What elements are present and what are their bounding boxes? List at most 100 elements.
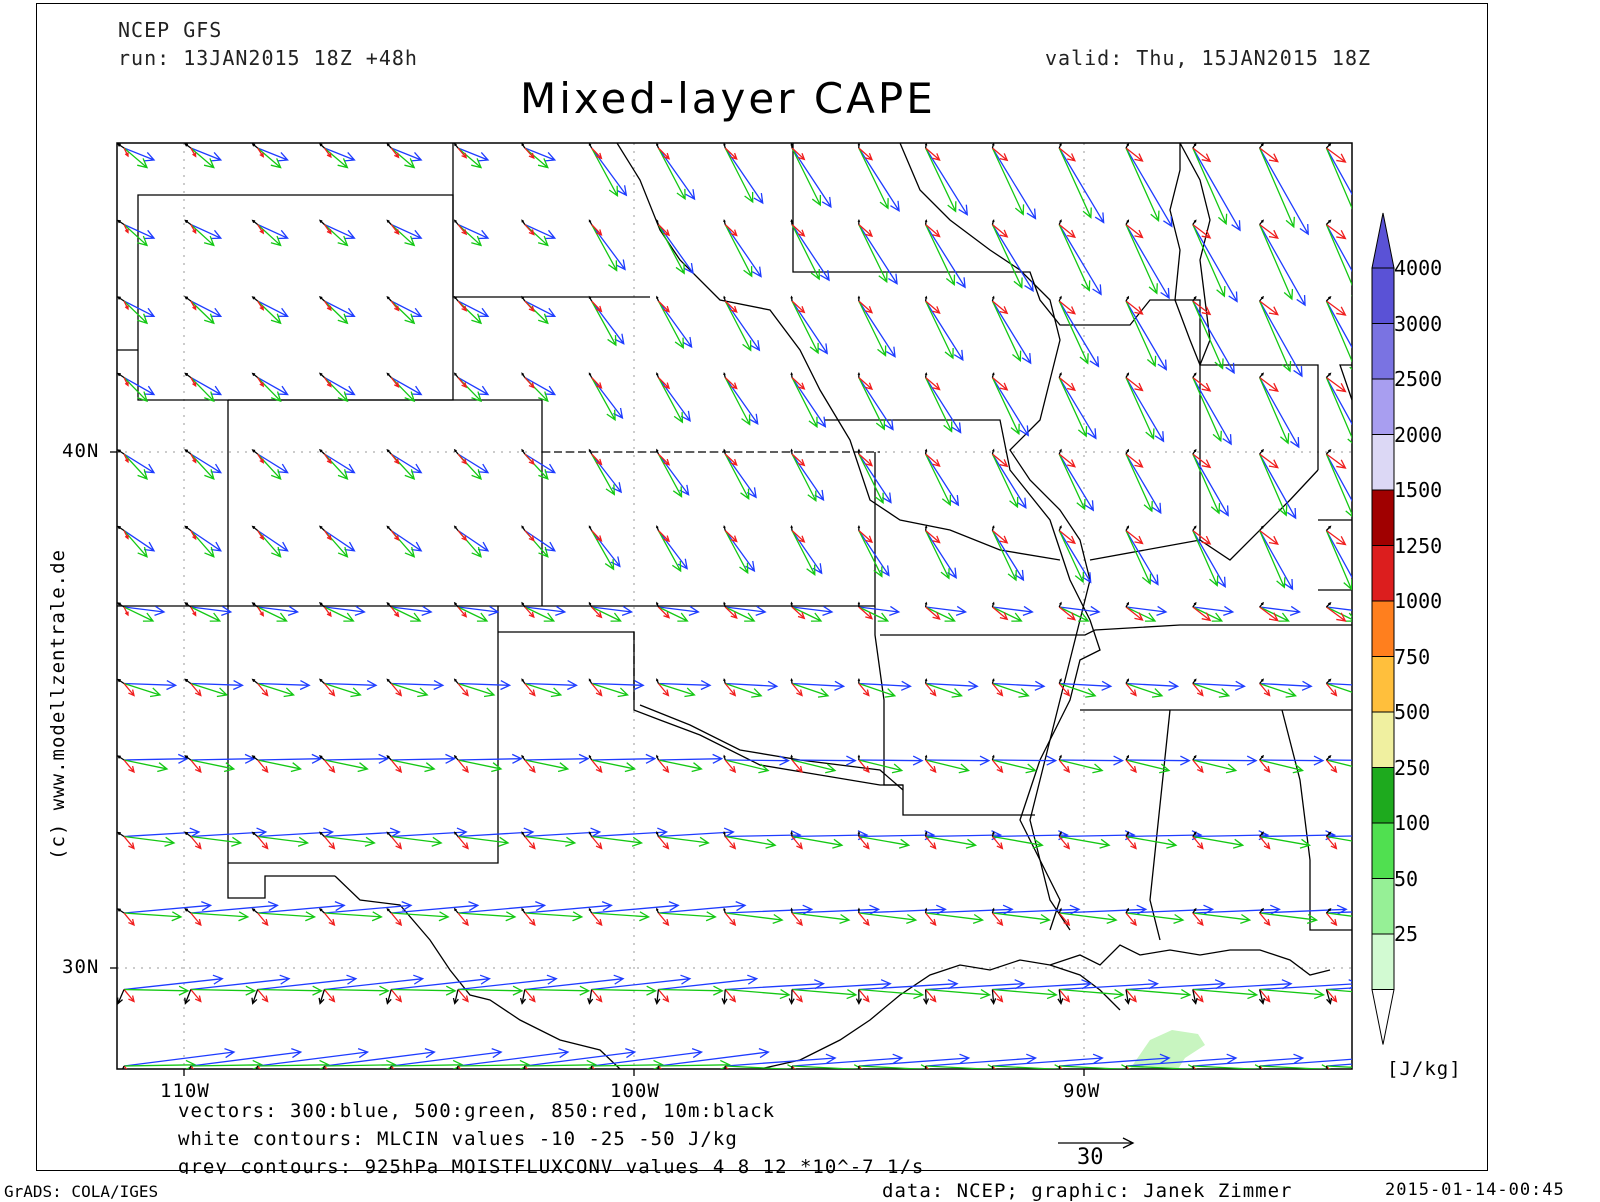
wind-vector-850hpa	[190, 759, 202, 774]
wind-vector-500hpa	[1259, 1064, 1331, 1069]
wind-vector-850hpa	[457, 300, 468, 312]
wind-vector-850hpa	[457, 759, 469, 774]
wind-vector-500hpa	[190, 682, 229, 698]
wind-vector-300hpa	[123, 605, 166, 616]
wind-vector-500hpa	[925, 912, 985, 925]
wind-vector-300hpa	[123, 147, 156, 162]
wind-vector-500hpa	[190, 224, 215, 247]
wind-vector-850hpa	[858, 1065, 863, 1069]
wind-vector-300hpa	[524, 679, 578, 691]
wind-vector-300hpa	[324, 376, 356, 396]
wind-vector-500hpa	[524, 759, 570, 773]
wind-vector-10m	[1058, 295, 1062, 302]
axis-ticks	[110, 451, 1085, 1076]
wind-vector-10m	[251, 525, 259, 532]
wind-vector-850hpa	[1326, 529, 1347, 546]
wind-vector-10m	[924, 907, 928, 914]
wind-vector-300hpa	[391, 901, 480, 914]
wind-vector-300hpa	[1326, 759, 1352, 761]
wind-vector-10m	[1192, 525, 1197, 531]
wind-vector-10m	[117, 831, 125, 838]
wind-vector-10m	[1259, 831, 1264, 837]
wind-vector-500hpa	[658, 985, 724, 996]
wind-vector-300hpa	[1125, 1053, 1238, 1067]
wind-vector-300hpa	[1259, 377, 1300, 449]
wind-vector-10m	[790, 831, 793, 837]
wind-vector-500hpa	[1259, 300, 1292, 373]
wind-vector-300hpa	[1125, 300, 1168, 371]
wind-vector-500hpa	[1259, 224, 1294, 301]
wind-vector-10m	[1125, 295, 1130, 302]
wind-vector-500hpa	[657, 300, 684, 350]
wind-vector-300hpa	[257, 453, 289, 474]
wind-vector-500hpa	[257, 682, 295, 698]
wind-vector-10m	[184, 908, 192, 914]
wind-vector-850hpa	[524, 453, 535, 466]
wind-vector-850hpa	[791, 683, 803, 697]
wind-vector-300hpa	[457, 605, 500, 616]
wind-vector-850hpa	[991, 606, 1009, 621]
wind-vector-10m	[1258, 989, 1265, 1005]
lat-label-30n: 30N	[62, 956, 100, 978]
wind-vector-300hpa	[1259, 530, 1294, 591]
wind-vector-300hpa	[391, 974, 491, 991]
wind-vector-300hpa	[992, 979, 1093, 991]
wind-vector-300hpa	[1325, 530, 1352, 587]
wind-vector-10m	[184, 143, 192, 149]
wind-vector-10m	[117, 219, 125, 226]
wind-vector-10m	[656, 907, 660, 914]
wind-vector-300hpa	[1125, 979, 1226, 991]
wind-vector-850hpa	[1326, 376, 1347, 393]
wind-vector-500hpa	[391, 682, 429, 698]
wind-vector-850hpa	[457, 989, 469, 1003]
wind-vector-300hpa	[925, 300, 964, 362]
wind-vector-10m	[521, 754, 526, 761]
wind-vector-850hpa	[657, 683, 670, 697]
wind-vector-500hpa	[591, 453, 616, 496]
wind-vector-850hpa	[323, 147, 332, 159]
wind-vector-500hpa	[190, 759, 236, 773]
wind-vector-500hpa	[190, 300, 215, 325]
wind-vector-500hpa	[858, 759, 904, 774]
wind-vector-300hpa	[1192, 377, 1232, 446]
wind-vector-10m	[453, 525, 459, 531]
wind-vector-500hpa	[591, 147, 619, 198]
wind-vector-500hpa	[1058, 530, 1085, 584]
wind-vector-300hpa	[257, 605, 300, 616]
wind-vector-10m	[1191, 989, 1198, 1005]
wind-vector-10m	[521, 525, 526, 531]
wind-vector-500hpa	[391, 985, 457, 996]
model-name: NCEP GFS	[118, 18, 223, 42]
wind-vector-300hpa	[858, 530, 890, 577]
wind-vector-500hpa	[791, 912, 851, 925]
wind-vector-10m	[1192, 907, 1197, 914]
wind-vector-300hpa	[1125, 377, 1165, 443]
wind-vector-850hpa	[323, 300, 332, 312]
wind-vector-500hpa	[1325, 224, 1352, 297]
wind-vector-10m	[656, 754, 660, 761]
wind-vector-850hpa	[1259, 529, 1279, 546]
wind-vector-850hpa	[657, 224, 671, 237]
wind-vector-300hpa	[457, 147, 490, 162]
wind-vector-10m	[1259, 754, 1264, 761]
wind-vector-850hpa	[123, 530, 129, 540]
wind-vector-10m	[924, 295, 928, 302]
wind-vector-10m	[723, 219, 726, 225]
wind-vector-10m	[588, 601, 593, 608]
wind-vector-850hpa	[1259, 836, 1271, 850]
wind-vector-500hpa	[657, 224, 685, 275]
wind-vector-850hpa	[858, 530, 874, 544]
wind-vector-300hpa	[123, 300, 156, 317]
wind-vector-10m	[991, 831, 995, 837]
wind-vector-10m	[1058, 831, 1062, 837]
wind-vector-500hpa	[657, 377, 684, 424]
wind-vector-300hpa	[1192, 530, 1226, 589]
wind-vector-10m	[318, 831, 325, 837]
wind-vector-500hpa	[123, 147, 149, 169]
wind-vector-500hpa	[123, 682, 162, 698]
wind-vector-500hpa	[524, 147, 549, 169]
wind-vector-500hpa	[123, 300, 149, 325]
wind-vector-10m	[924, 372, 928, 378]
colorbar-level-label: 4000	[1394, 256, 1443, 280]
wind-vector-850hpa	[390, 300, 400, 312]
